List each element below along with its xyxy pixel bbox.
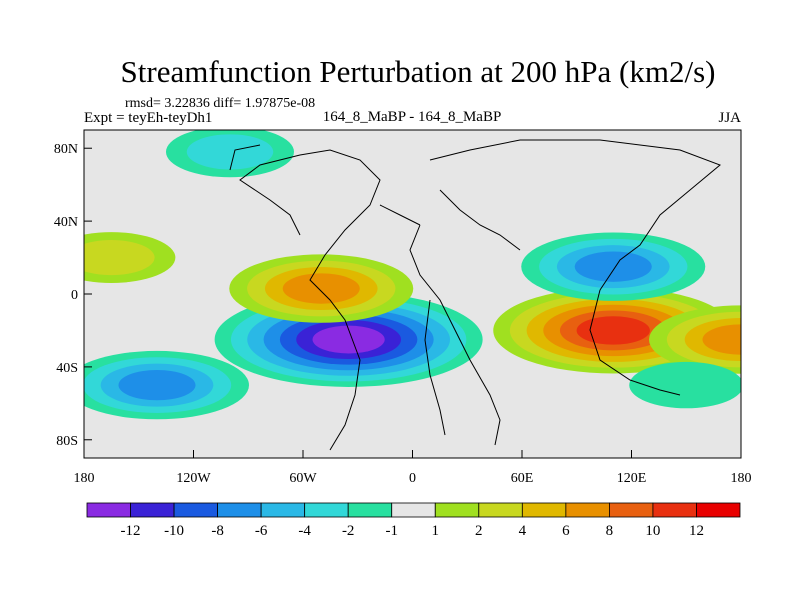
colorbar-swatch [478,502,523,518]
y-tick-label: 40S [56,361,78,376]
colorbar-label: -2 [342,523,355,539]
x-tick-label: 180 [731,471,752,486]
x-tick-label: 120E [617,471,647,486]
colorbar-label: -8 [211,523,224,539]
right-label: JJA [718,110,741,126]
chart-title: Streamfunction Perturbation at 200 hPa (… [121,54,716,89]
colorbar-label: -12 [121,523,141,539]
contour-level-6 [702,324,741,355]
y-tick-label: 80S [56,434,78,449]
y-axis: 80N 40N 0 40S 80S [54,142,92,449]
x-tick-label: 0 [409,471,416,486]
colorbar-label: -1 [385,523,398,539]
x-tick-label: 180 [74,471,95,486]
anomaly-feature-3 [84,350,249,420]
anomaly-feature-4 [521,232,706,301]
contour-level-10 [576,316,650,345]
colorbar-label: 8 [606,523,614,539]
anomaly-feature-6 [84,232,176,283]
x-tick-label: 60W [289,471,317,486]
colorbar-swatch [391,502,436,518]
x-tick-label: 120W [176,471,211,486]
contour-level--12 [312,325,385,354]
colorbar-swatch [347,502,393,518]
y-tick-label: 80N [54,142,78,157]
contour-level--2 [186,134,274,170]
colorbar-swatch [609,502,654,518]
colorbar-swatch [86,502,131,518]
colorbar-label: 1 [432,523,440,539]
colorbar-swatch [217,502,262,518]
x-tick-label: 60E [511,471,534,486]
colorbar-label: -10 [164,523,184,539]
x-axis: 180 120W 60W 0 60E 120E 180 [74,450,752,486]
colorbar-label: 4 [519,523,527,539]
contour-level-2 [84,240,155,276]
center-label: 164_8_MaBP - 164_8_MaBP [323,109,502,125]
anomaly-feature-5 [166,130,294,178]
colorbar-swatch [434,502,480,518]
colorbar-swatch [260,502,306,518]
contour-level--6 [574,251,652,282]
anomaly-feature-7 [649,305,741,374]
contour-level-6 [282,273,360,304]
colorbar-label: -4 [298,523,311,539]
anomaly-feature-8 [629,361,741,409]
colorbar-label: -6 [255,523,268,539]
coastline-outline [229,139,721,451]
colorbar-label: 12 [689,523,704,539]
contour-level--1 [629,361,741,409]
y-tick-label: 40N [54,215,78,230]
colorbar-swatch [565,502,610,518]
colorbar-swatch [521,502,567,518]
colorbar-label: 2 [475,523,483,539]
colorbar-label: 10 [645,523,660,539]
chart-subtitle: rmsd= 3.22836 diff= 1.97875e-08 [125,96,315,111]
colorbar-swatch [173,502,218,518]
colorbar-label: 6 [562,523,570,539]
left-label: Expt = teyEh-teyDh1 [84,110,212,126]
y-tick-label: 0 [71,288,78,303]
colorbar-swatch [130,502,175,518]
colorbar-swatch [652,502,697,518]
colorbar: -12 -10 -8 -6 -4 -2 -1 1 2 4 6 8 10 12 [86,502,741,539]
colorbar-swatch [304,502,349,518]
map-plot-area [84,130,741,458]
colorbar-swatch [696,502,741,518]
anomaly-feature-2 [229,254,414,323]
contour-level--6 [118,369,196,401]
